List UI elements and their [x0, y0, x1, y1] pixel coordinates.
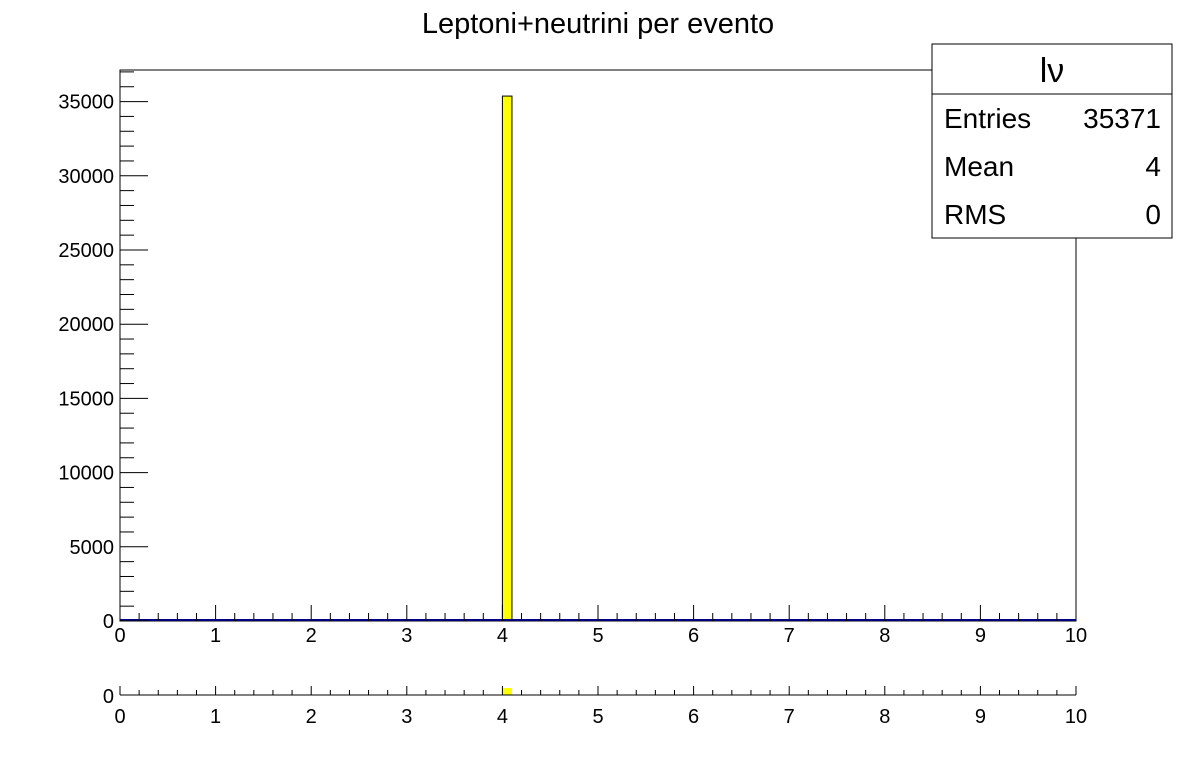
sub-x-tick-label: 2 — [306, 706, 317, 728]
stats-entries-value: 35371 — [1083, 103, 1161, 134]
x-tick-label: 1 — [210, 625, 221, 647]
chart-title: Leptoni+neutrini per evento — [422, 8, 774, 40]
x-tick-label: 3 — [401, 625, 412, 647]
sub-x-tick-label: 4 — [497, 706, 508, 728]
sub-histogram-bar-0 — [502, 688, 512, 695]
sub-x-tick-label: 7 — [784, 706, 795, 728]
sub-x-tick-label: 9 — [975, 706, 986, 728]
sub-x-tick-label: 10 — [1065, 706, 1087, 728]
stats-mean-value: 4 — [1145, 151, 1161, 182]
y-tick-label: 5000 — [70, 537, 115, 559]
main-plot-area: 0 5000 10000 15000 20000 25000 30000 35000 0 1 2 3… — [58, 69, 1087, 647]
sub-x-tick-label: 0 — [114, 706, 125, 728]
stats-rms-value: 0 — [1145, 199, 1161, 230]
sub-bars-group — [502, 688, 512, 695]
sub-x-tick-label: 8 — [879, 706, 890, 728]
stats-box-name: lν — [1040, 52, 1065, 90]
x-tick-label: 9 — [975, 625, 986, 647]
x-tick-label: 8 — [879, 625, 890, 647]
sub-x-tick-label: 5 — [592, 706, 603, 728]
x-tick-label: 5 — [592, 625, 603, 647]
stats-mean-label: Mean — [944, 151, 1014, 182]
sub-x-tick-label: 6 — [688, 706, 699, 728]
y-tick-label: 10000 — [58, 463, 114, 485]
stats-rms-label: RMS — [944, 199, 1006, 230]
x-tick-label: 10 — [1065, 625, 1087, 647]
sub-y-axis: 0 — [103, 686, 121, 708]
x-tick-label: 6 — [688, 625, 699, 647]
histogram-bar-0 — [501, 95, 513, 622]
x-axis: 0 1 2 3 4 5 6 7 8 9 10 — [114, 605, 1087, 647]
y-tick-label: 25000 — [58, 240, 114, 262]
y-tick-label: 15000 — [58, 388, 114, 410]
stats-box-frame — [931, 43, 1173, 239]
y-tick-label: 35000 — [58, 92, 114, 114]
sub-plot-area: 0 0 1 2 3 4 5 6 7 8 9 10 — [103, 686, 1087, 728]
bars-group — [501, 95, 513, 622]
x-tick-label: 7 — [784, 625, 795, 647]
x-tick-label: 0 — [114, 625, 125, 647]
sub-x-tick-label: 3 — [401, 706, 412, 728]
stats-entries-label: Entries — [944, 103, 1031, 134]
sub-y-tick-label: 0 — [103, 686, 114, 708]
sub-x-tick-label: 1 — [210, 706, 221, 728]
y-tick-label: 0 — [103, 611, 114, 633]
y-tick-label: 20000 — [58, 314, 114, 336]
y-tick-label: 30000 — [58, 166, 114, 188]
stats-box: lν Entries 35371 Mean 4 RMS 0 — [931, 43, 1173, 239]
x-tick-label: 2 — [306, 625, 317, 647]
sub-x-axis: 0 1 2 3 4 5 6 7 8 9 10 — [114, 686, 1087, 728]
x-tick-label: 4 — [497, 625, 508, 647]
y-axis: 0 5000 10000 15000 20000 25000 30000 35000 — [58, 71, 148, 633]
